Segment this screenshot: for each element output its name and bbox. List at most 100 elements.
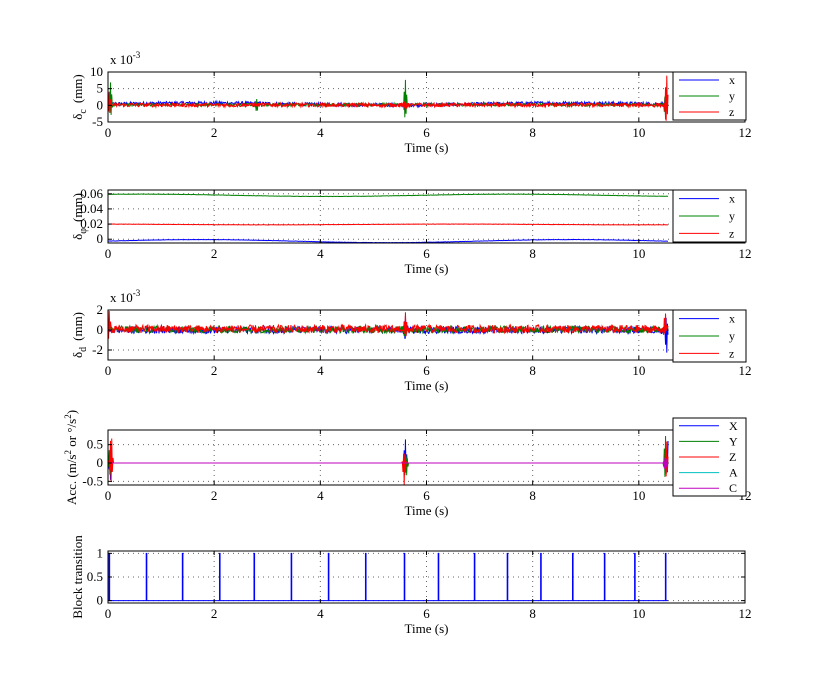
y-tick-label: 0.5 — [87, 437, 103, 452]
series-group — [108, 193, 669, 244]
series-group — [108, 310, 669, 353]
legend-entry-x: x — [729, 192, 735, 206]
legend-entry-z: z — [729, 105, 734, 119]
x-axis-label: Time (s) — [405, 621, 449, 636]
y-tick-label: 0 — [97, 593, 104, 608]
y-axis-label: δd (mm) — [70, 312, 89, 358]
x-axis-label: Time (s) — [405, 503, 449, 518]
series-group — [108, 435, 669, 485]
series-line-C — [108, 457, 669, 474]
y-label-main: Acc. (m/s — [64, 455, 79, 506]
series-line-Z — [108, 438, 669, 485]
x-tick-label: 0 — [105, 125, 112, 140]
series-line-z — [108, 75, 669, 121]
y-tick-label: 0 — [97, 455, 104, 470]
y-tick-label: -0.5 — [82, 473, 103, 488]
y-tick-label: 0 — [97, 231, 104, 246]
series-line-z — [108, 223, 669, 226]
x-tick-label: 4 — [317, 488, 324, 503]
x-tick-label: 4 — [317, 125, 324, 140]
y-tick-label: 1 — [97, 545, 104, 560]
y-tick-label: 0 — [97, 97, 104, 112]
x-tick-label: 4 — [317, 246, 324, 261]
y-axis-label: δφ (mm) — [70, 193, 89, 240]
y-tick-label: 0.5 — [87, 569, 103, 584]
series-line-Y — [108, 435, 669, 477]
x-tick-label: 8 — [529, 125, 536, 140]
series-line-y — [108, 79, 669, 120]
y-label-main: δ — [70, 114, 85, 120]
y-label-end: ) — [64, 410, 79, 414]
x-tick-label: 10 — [632, 246, 645, 261]
x-tick-label: 6 — [423, 488, 430, 503]
legend-entry-Z: Z — [729, 450, 736, 464]
legend-entry-X: X — [729, 419, 738, 433]
x-tick-label: 6 — [423, 246, 430, 261]
x-tick-label: 10 — [632, 606, 645, 621]
y-label-sup: 2 — [63, 450, 73, 455]
x-tick-label: 2 — [211, 125, 218, 140]
y-tick-label: 0.06 — [80, 186, 103, 201]
y-label-unit: (mm) — [70, 312, 85, 341]
y-tick-label: -5 — [92, 114, 103, 129]
series-line-block — [108, 552, 669, 602]
y-tick-label: 0 — [97, 322, 104, 337]
y-tick-label: 10 — [90, 64, 103, 79]
series-line-z — [108, 310, 669, 339]
y-label-sub: φ — [78, 228, 89, 234]
legend-entry-y: y — [729, 329, 735, 343]
y-tick-label: 0.02 — [80, 216, 103, 231]
x-tick-label: 12 — [739, 606, 752, 621]
exponent-label: x 10-3 — [110, 50, 141, 67]
y-label-unit: (mm) — [70, 74, 85, 103]
x-tick-label: 6 — [423, 125, 430, 140]
y-tick-label: 2 — [97, 302, 104, 317]
legend-entry-z: z — [729, 346, 734, 360]
legend-entry-y: y — [729, 209, 735, 223]
series-line-x — [108, 92, 669, 117]
exponent-label: x 10-3 — [110, 288, 141, 305]
chart-panel-5: 0 2 4 6 8 10 12 0 0.5 1 Time (s) Block transition — [70, 535, 752, 636]
x-tick-label: 2 — [211, 363, 218, 378]
series-line-x — [108, 238, 669, 244]
y-axis-label: Block transition — [70, 535, 85, 619]
x-tick-label: 8 — [529, 246, 536, 261]
exponent-power: -3 — [133, 50, 141, 60]
legend: xyz — [672, 189, 747, 243]
legend-entry-z: z — [729, 226, 734, 240]
series-line-X — [108, 439, 669, 480]
x-tick-label: 12 — [739, 363, 752, 378]
y-tick-label: 5 — [97, 81, 104, 96]
x-tick-label: 6 — [423, 363, 430, 378]
y-tick-label: 0.04 — [80, 201, 103, 216]
x-tick-label: 8 — [529, 606, 536, 621]
legend-entry-y: y — [729, 89, 735, 103]
x-tick-label: 0 — [105, 246, 112, 261]
series-group — [108, 552, 669, 602]
chart-panel-2: 0 2 4 6 8 10 12 00.020.040.06 Time (s) δφ (mm) xyz — [70, 186, 752, 276]
x-tick-label: 10 — [632, 488, 645, 503]
series-line-y — [108, 193, 669, 198]
x-tick-label: 2 — [211, 246, 218, 261]
y-label-sup: 2 — [63, 414, 73, 419]
x-tick-label: 0 — [105, 488, 112, 503]
exponent-base: x 10 — [110, 52, 133, 67]
series-line-x — [108, 315, 669, 353]
x-tick-label: 8 — [529, 488, 536, 503]
plot-frame — [107, 429, 746, 486]
x-axis-label: Time (s) — [405, 140, 449, 155]
x-tick-label: 10 — [632, 363, 645, 378]
y-axis-label: δc (mm) — [70, 74, 89, 119]
exponent-power: -3 — [133, 288, 141, 298]
x-tick-label: 2 — [211, 488, 218, 503]
y-tick-label: -2 — [92, 342, 103, 357]
y-label-main: δ — [70, 234, 85, 240]
y-label-mid: or °/s — [64, 419, 79, 450]
legend-entry-Y: Y — [729, 434, 738, 448]
x-tick-label: 0 — [105, 606, 112, 621]
y-label-sub: d — [78, 347, 89, 352]
legend-entry-x: x — [729, 312, 735, 326]
